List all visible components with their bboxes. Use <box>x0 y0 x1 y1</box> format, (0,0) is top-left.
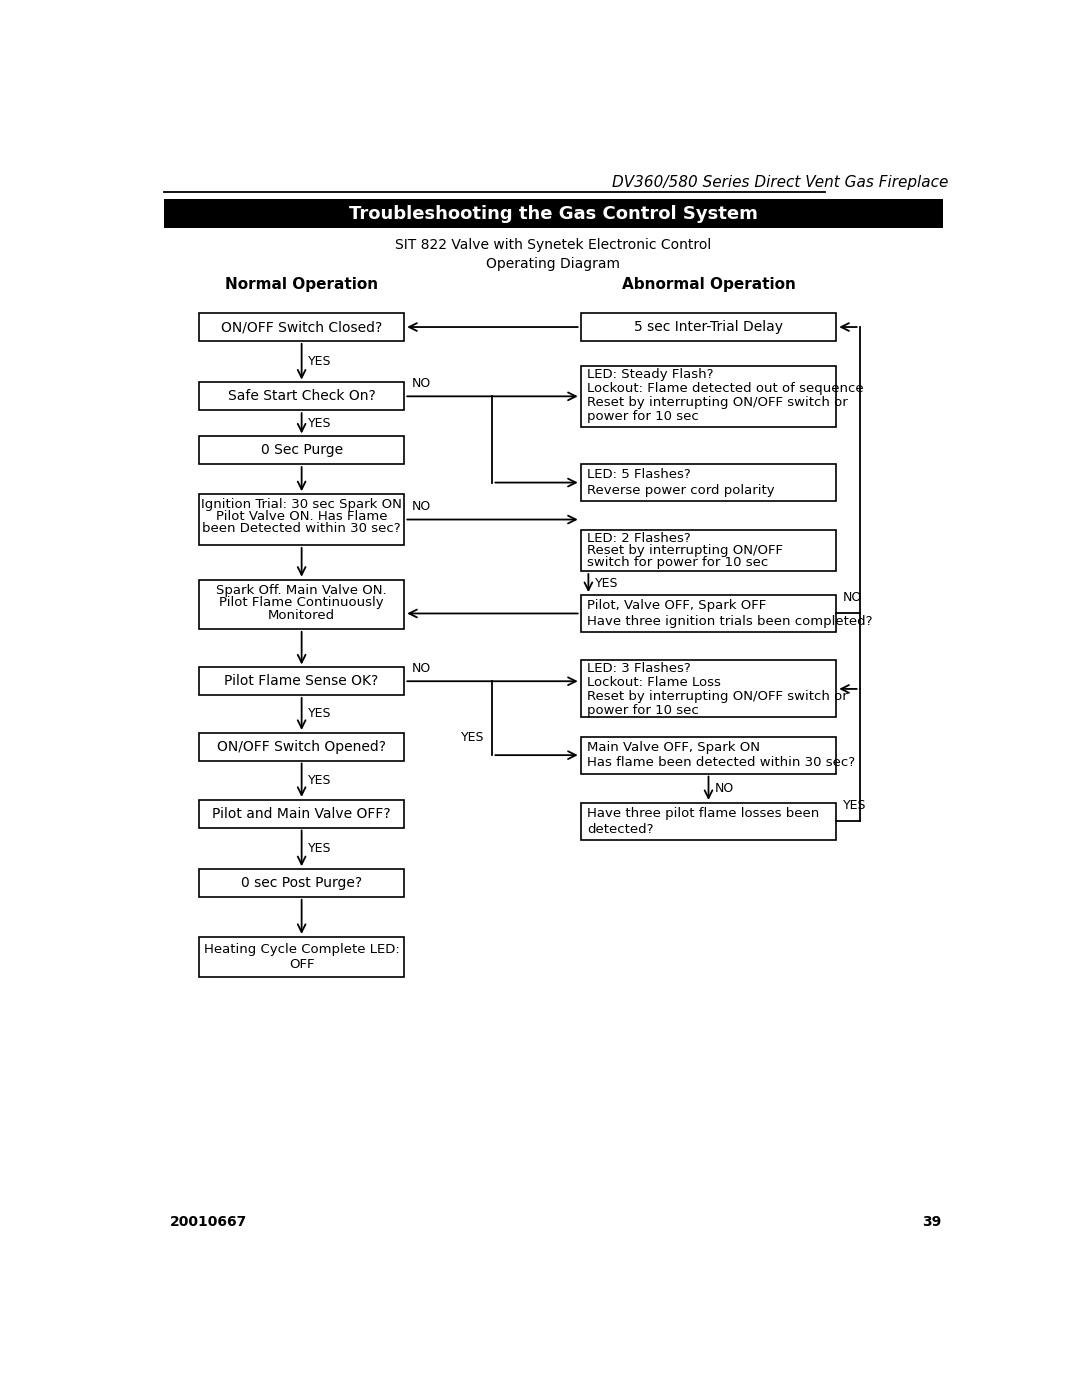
Text: NO: NO <box>413 377 431 390</box>
Bar <box>199 800 404 827</box>
Text: 0 sec Post Purge?: 0 sec Post Purge? <box>241 876 362 890</box>
Text: Heating Cycle Complete LED:: Heating Cycle Complete LED: <box>204 943 400 956</box>
Text: LED: 2 Flashes?: LED: 2 Flashes? <box>586 531 690 545</box>
Bar <box>164 200 943 229</box>
Text: Reset by interrupting ON/OFF switch or: Reset by interrupting ON/OFF switch or <box>586 395 848 409</box>
Text: Lockout: Flame detected out of sequence: Lockout: Flame detected out of sequence <box>586 383 863 395</box>
Text: OFF: OFF <box>288 958 314 971</box>
Text: NO: NO <box>413 662 431 675</box>
Text: YES: YES <box>308 355 332 369</box>
Text: Abnormal Operation: Abnormal Operation <box>622 277 796 292</box>
Text: YES: YES <box>461 732 485 745</box>
Text: Pilot Flame Continuously: Pilot Flame Continuously <box>219 597 383 609</box>
Text: Pilot Flame Sense OK?: Pilot Flame Sense OK? <box>225 675 379 689</box>
Text: Pilot and Main Valve OFF?: Pilot and Main Valve OFF? <box>213 806 391 820</box>
Bar <box>581 529 836 571</box>
Bar <box>581 464 836 502</box>
Text: 0 Sec Purge: 0 Sec Purge <box>260 443 342 457</box>
Text: 20010667: 20010667 <box>170 1215 247 1229</box>
Text: Monitored: Monitored <box>268 609 335 622</box>
Bar <box>581 803 836 840</box>
Text: DV360/580 Series Direct Vent Gas Fireplace: DV360/580 Series Direct Vent Gas Firepla… <box>612 175 948 190</box>
Bar <box>581 661 836 718</box>
Bar <box>199 937 404 977</box>
Text: Pilot, Valve OFF, Spark OFF: Pilot, Valve OFF, Spark OFF <box>586 599 766 612</box>
Bar <box>199 495 404 545</box>
Bar <box>199 869 404 897</box>
Text: Troubleshooting the Gas Control System: Troubleshooting the Gas Control System <box>349 205 758 224</box>
Text: Ignition Trial: 30 sec Spark ON: Ignition Trial: 30 sec Spark ON <box>201 497 402 511</box>
Text: power for 10 sec: power for 10 sec <box>586 704 699 717</box>
Text: 39: 39 <box>921 1215 941 1229</box>
Text: Pilot Valve ON. Has Flame: Pilot Valve ON. Has Flame <box>216 510 388 522</box>
Text: Operating Diagram: Operating Diagram <box>486 257 621 271</box>
Bar <box>199 436 404 464</box>
Text: detected?: detected? <box>586 823 653 835</box>
Text: Lockout: Flame Loss: Lockout: Flame Loss <box>586 676 720 689</box>
Bar <box>199 668 404 696</box>
Bar <box>199 733 404 760</box>
Bar <box>199 313 404 341</box>
Text: YES: YES <box>842 799 866 812</box>
Text: switch for power for 10 sec: switch for power for 10 sec <box>586 556 768 569</box>
Text: YES: YES <box>308 707 332 721</box>
Text: Main Valve OFF, Spark ON: Main Valve OFF, Spark ON <box>586 740 760 754</box>
Bar <box>581 366 836 427</box>
Text: Reset by interrupting ON/OFF: Reset by interrupting ON/OFF <box>586 543 783 557</box>
Text: Spark Off. Main Valve ON.: Spark Off. Main Valve ON. <box>216 584 387 597</box>
Bar <box>199 383 404 411</box>
Bar <box>581 595 836 631</box>
Text: 5 sec Inter-Trial Delay: 5 sec Inter-Trial Delay <box>634 320 783 334</box>
Text: Have three pilot flame losses been: Have three pilot flame losses been <box>586 807 819 820</box>
Text: ON/OFF Switch Closed?: ON/OFF Switch Closed? <box>221 320 382 334</box>
Text: LED: Steady Flash?: LED: Steady Flash? <box>586 369 713 381</box>
Bar <box>581 313 836 341</box>
Text: NO: NO <box>842 591 862 605</box>
Text: Have three ignition trials been completed?: Have three ignition trials been complete… <box>586 615 873 627</box>
Text: Safe Start Check On?: Safe Start Check On? <box>228 390 376 404</box>
Text: YES: YES <box>308 416 332 430</box>
Text: NO: NO <box>413 500 431 513</box>
Text: LED: 3 Flashes?: LED: 3 Flashes? <box>586 662 690 675</box>
Text: ON/OFF Switch Opened?: ON/OFF Switch Opened? <box>217 739 387 753</box>
Text: YES: YES <box>308 842 332 855</box>
Text: YES: YES <box>308 774 332 787</box>
Text: power for 10 sec: power for 10 sec <box>586 409 699 423</box>
Text: Reset by interrupting ON/OFF switch or: Reset by interrupting ON/OFF switch or <box>586 690 848 703</box>
Text: LED: 5 Flashes?: LED: 5 Flashes? <box>586 468 690 482</box>
Text: NO: NO <box>715 782 734 795</box>
Text: SIT 822 Valve with Synetek Electronic Control: SIT 822 Valve with Synetek Electronic Co… <box>395 237 712 251</box>
Bar <box>581 736 836 774</box>
Text: Normal Operation: Normal Operation <box>225 277 378 292</box>
Text: Reverse power cord polarity: Reverse power cord polarity <box>586 483 774 497</box>
Text: YES: YES <box>595 577 618 590</box>
Text: been Detected within 30 sec?: been Detected within 30 sec? <box>202 522 401 535</box>
Text: Has flame been detected within 30 sec?: Has flame been detected within 30 sec? <box>586 756 855 770</box>
Bar <box>199 580 404 629</box>
